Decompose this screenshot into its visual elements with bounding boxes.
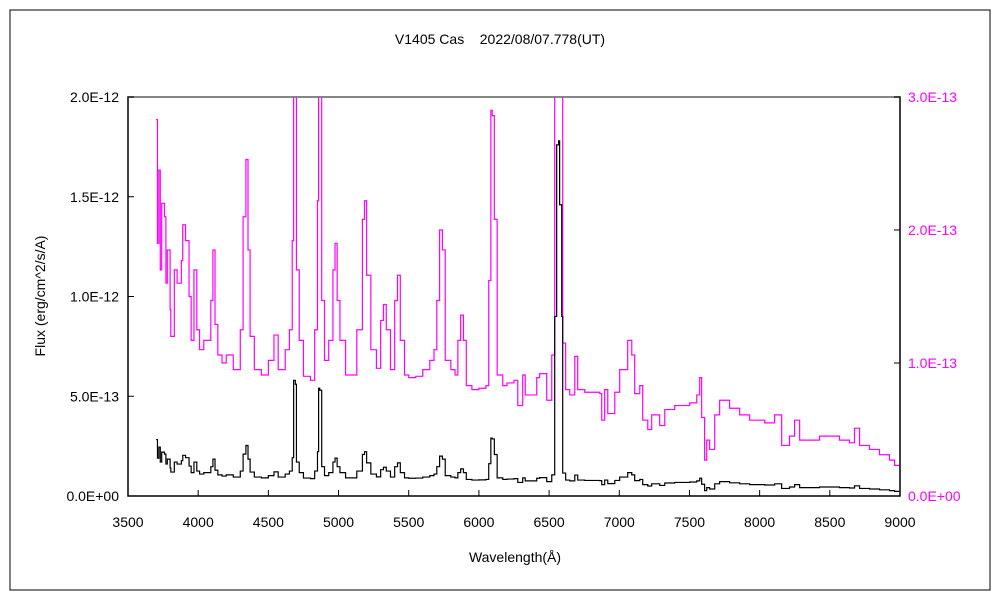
y-left-tick-label: 0.0E+00 <box>66 488 119 504</box>
y-right-tick-label: 3.0E-13 <box>908 89 957 105</box>
x-tick-label: 4000 <box>183 514 214 530</box>
y-left-tick-label: 1.5E-12 <box>70 189 119 205</box>
chart-title: V1405 Cas 2022/08/07.778(UT) <box>395 31 605 47</box>
y-right-tick-label: 2.0E-13 <box>908 222 957 238</box>
x-tick-label: 5500 <box>393 514 424 530</box>
x-tick-label: 9000 <box>884 514 915 530</box>
x-tick-label: 7500 <box>674 514 705 530</box>
flux-line-right-axis <box>156 97 900 470</box>
outer-frame <box>9 9 991 591</box>
x-tick-label: 3500 <box>112 514 143 530</box>
y-left-tick-label: 2.0E-12 <box>70 89 119 105</box>
x-tick-label: 6500 <box>534 514 565 530</box>
x-axis-label: Wavelength(Å) <box>469 549 561 565</box>
x-tick-label: 5000 <box>323 514 354 530</box>
flux-line-left-axis <box>156 140 900 493</box>
axes-layer: 3500 4000 4500 5000 5500 6000 6500 7000 7500 8000… <box>66 89 960 530</box>
x-tick-label: 8500 <box>814 514 845 530</box>
x-tick-label: 6000 <box>463 514 494 530</box>
y-left-tick-label: 5.0E-13 <box>70 388 119 404</box>
y-axis-label: Flux (erg/cm^2/s/A) <box>32 236 48 357</box>
series-layer <box>156 97 900 493</box>
x-tick-label: 4500 <box>253 514 284 530</box>
x-tick-label: 8000 <box>744 514 775 530</box>
y-right-tick-label: 0.0E+00 <box>908 488 961 504</box>
y-right-tick-label: 1.0E-13 <box>908 355 957 371</box>
y-left-tick-label: 1.0E-12 <box>70 289 119 305</box>
x-tick-label: 7000 <box>604 514 635 530</box>
